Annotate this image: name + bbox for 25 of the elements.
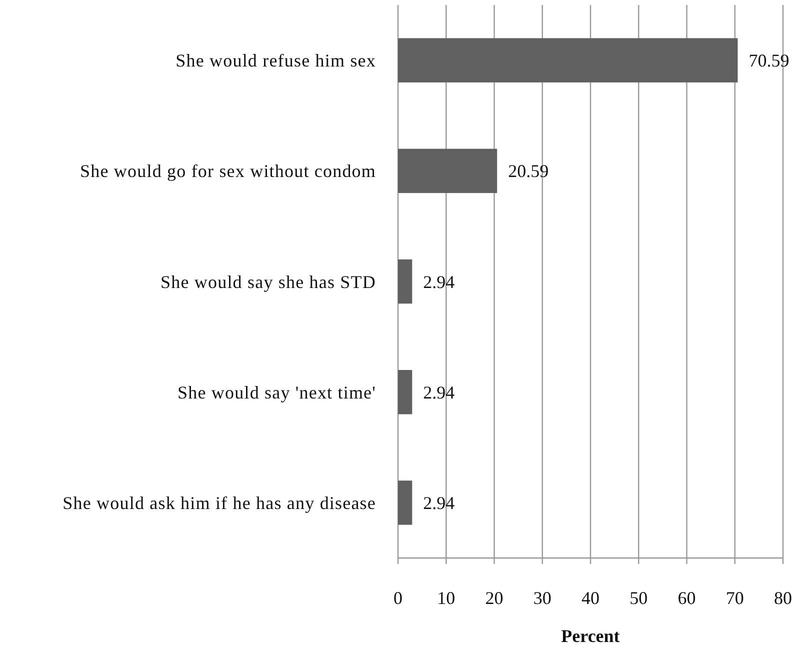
x-tick-label: 10 — [437, 588, 456, 608]
x-tick-label: 20 — [485, 588, 504, 608]
y-tick-label: She would ask him if he has any disease — [62, 493, 376, 513]
x-tick-label: 0 — [394, 588, 402, 608]
bar — [398, 259, 412, 304]
bar — [398, 38, 738, 82]
y-tick-label: She would say 'next time' — [178, 382, 376, 402]
y-tick-label: She would refuse him sex — [176, 50, 376, 71]
y-tick-label: She would go for sex without condom — [80, 161, 376, 182]
bar — [398, 148, 498, 194]
x-tick-label: 60 — [678, 588, 696, 608]
x-tick-label: 40 — [582, 588, 600, 608]
x-tick-label: 70 — [726, 588, 744, 608]
x-tick-label: 50 — [630, 588, 648, 608]
data-label: 70.59 — [748, 50, 790, 71]
x-tick-label: 80 — [774, 588, 792, 608]
data-label: 20.59 — [508, 161, 549, 182]
data-label: 2.94 — [423, 382, 455, 402]
bar — [398, 480, 412, 525]
bar — [398, 370, 412, 414]
data-label: 2.94 — [423, 272, 455, 292]
y-tick-label: She would say she has STD — [160, 272, 376, 292]
x-axis-title: Percent — [561, 626, 620, 646]
data-label: 2.94 — [423, 493, 455, 513]
x-tick-label: 30 — [533, 588, 552, 608]
